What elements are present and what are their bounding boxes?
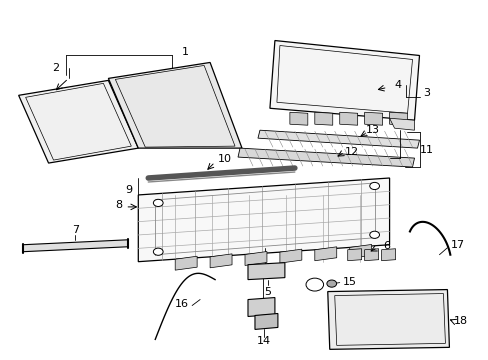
Polygon shape bbox=[22, 240, 128, 252]
Polygon shape bbox=[247, 263, 285, 280]
Circle shape bbox=[153, 248, 163, 255]
Text: 16: 16 bbox=[175, 298, 189, 309]
Text: 10: 10 bbox=[218, 154, 232, 164]
Polygon shape bbox=[339, 112, 357, 125]
Text: 13: 13 bbox=[365, 125, 379, 135]
Polygon shape bbox=[138, 178, 389, 262]
Polygon shape bbox=[381, 249, 395, 261]
Polygon shape bbox=[258, 130, 419, 148]
Polygon shape bbox=[108, 62, 242, 148]
Polygon shape bbox=[347, 249, 361, 261]
Text: 3: 3 bbox=[422, 88, 429, 98]
Circle shape bbox=[153, 199, 163, 207]
Text: 17: 17 bbox=[449, 240, 464, 250]
Text: 6: 6 bbox=[382, 241, 389, 251]
Circle shape bbox=[369, 183, 379, 190]
Polygon shape bbox=[364, 112, 382, 125]
Polygon shape bbox=[364, 249, 378, 261]
Polygon shape bbox=[314, 112, 332, 125]
Polygon shape bbox=[210, 254, 232, 268]
Text: 7: 7 bbox=[72, 225, 79, 235]
Text: 9: 9 bbox=[124, 185, 132, 195]
Polygon shape bbox=[175, 256, 197, 270]
Text: 1: 1 bbox=[182, 48, 188, 58]
Polygon shape bbox=[389, 118, 414, 130]
Polygon shape bbox=[349, 244, 371, 258]
Text: 12: 12 bbox=[344, 147, 358, 157]
Polygon shape bbox=[289, 112, 307, 125]
Polygon shape bbox=[279, 249, 301, 263]
Polygon shape bbox=[19, 80, 138, 163]
Polygon shape bbox=[389, 112, 407, 125]
Text: 2: 2 bbox=[52, 63, 59, 73]
Polygon shape bbox=[269, 41, 419, 120]
Polygon shape bbox=[327, 289, 448, 349]
Polygon shape bbox=[247, 298, 274, 316]
Text: 8: 8 bbox=[115, 200, 122, 210]
Text: 4: 4 bbox=[393, 80, 400, 90]
Text: 11: 11 bbox=[419, 145, 432, 155]
Polygon shape bbox=[254, 314, 277, 329]
Text: 14: 14 bbox=[256, 336, 270, 346]
Text: 15: 15 bbox=[342, 276, 356, 287]
Circle shape bbox=[305, 278, 323, 291]
Polygon shape bbox=[314, 247, 336, 261]
Polygon shape bbox=[238, 148, 414, 167]
Circle shape bbox=[326, 280, 336, 287]
Polygon shape bbox=[244, 252, 266, 265]
Text: 18: 18 bbox=[453, 316, 468, 327]
Circle shape bbox=[369, 231, 379, 238]
Text: 5: 5 bbox=[264, 287, 271, 297]
